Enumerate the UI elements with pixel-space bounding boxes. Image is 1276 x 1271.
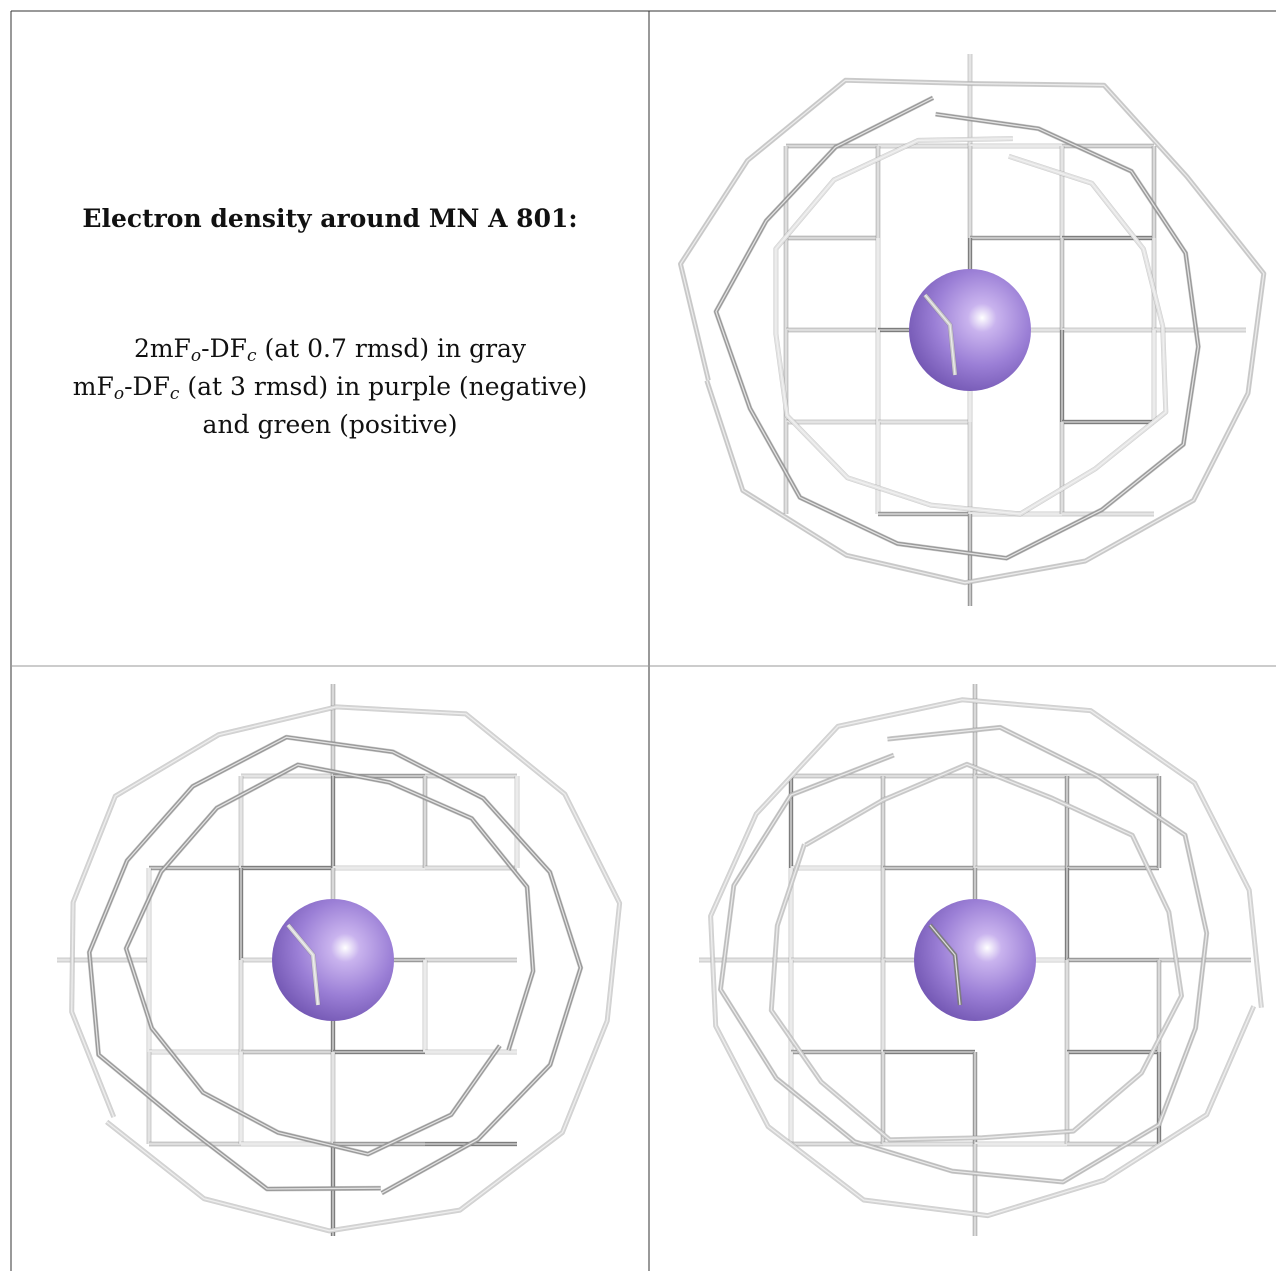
mesh-edge	[287, 924, 319, 1006]
caption-line: 2mFo-DFc (at 0.7 rmsd) in gray	[12, 330, 648, 368]
subscript: o	[190, 346, 202, 366]
mesh-contour	[679, 79, 1265, 584]
density-meshes	[57, 54, 1267, 1236]
subscript: o	[113, 384, 125, 404]
mesh-edge	[924, 294, 956, 376]
subscript: c	[169, 384, 180, 404]
mesh-contour	[770, 763, 1183, 1141]
mesh-contour	[719, 726, 1208, 1183]
caption-line: and green (positive)	[12, 406, 648, 444]
text-run: -DF	[124, 372, 170, 401]
text-run: (at 3 rmsd) in purple (negative)	[179, 372, 588, 401]
text-run: 2mF	[133, 334, 191, 363]
text-run: (at 0.7 rmsd) in gray	[256, 334, 527, 363]
mn-sphere	[914, 899, 1036, 1021]
mn-sphere	[909, 269, 1031, 391]
mesh-contour	[71, 706, 621, 1232]
caption-lines: 2mFo-DFc (at 0.7 rmsd) in gray mFo-DFc (a…	[12, 330, 648, 444]
text-run: -DF	[201, 334, 247, 363]
caption-title: Electron density around MN A 801:	[82, 204, 578, 233]
subscript: c	[247, 346, 257, 366]
mn-sphere	[272, 899, 394, 1021]
caption-panel: Electron density around MN A 801: 2mFo-D…	[12, 12, 648, 665]
mesh-contour	[715, 97, 1199, 559]
caption-line: mFo-DFc (at 3 rmsd) in purple (negative)	[12, 368, 648, 406]
mesh-contour	[125, 764, 534, 1155]
mesh-contour	[775, 137, 1167, 515]
mesh-contour	[88, 736, 582, 1194]
mesh-edge	[929, 924, 961, 1006]
text-run: and green (positive)	[202, 410, 458, 439]
text-run: mF	[72, 372, 114, 401]
mesh-contour	[709, 699, 1263, 1217]
